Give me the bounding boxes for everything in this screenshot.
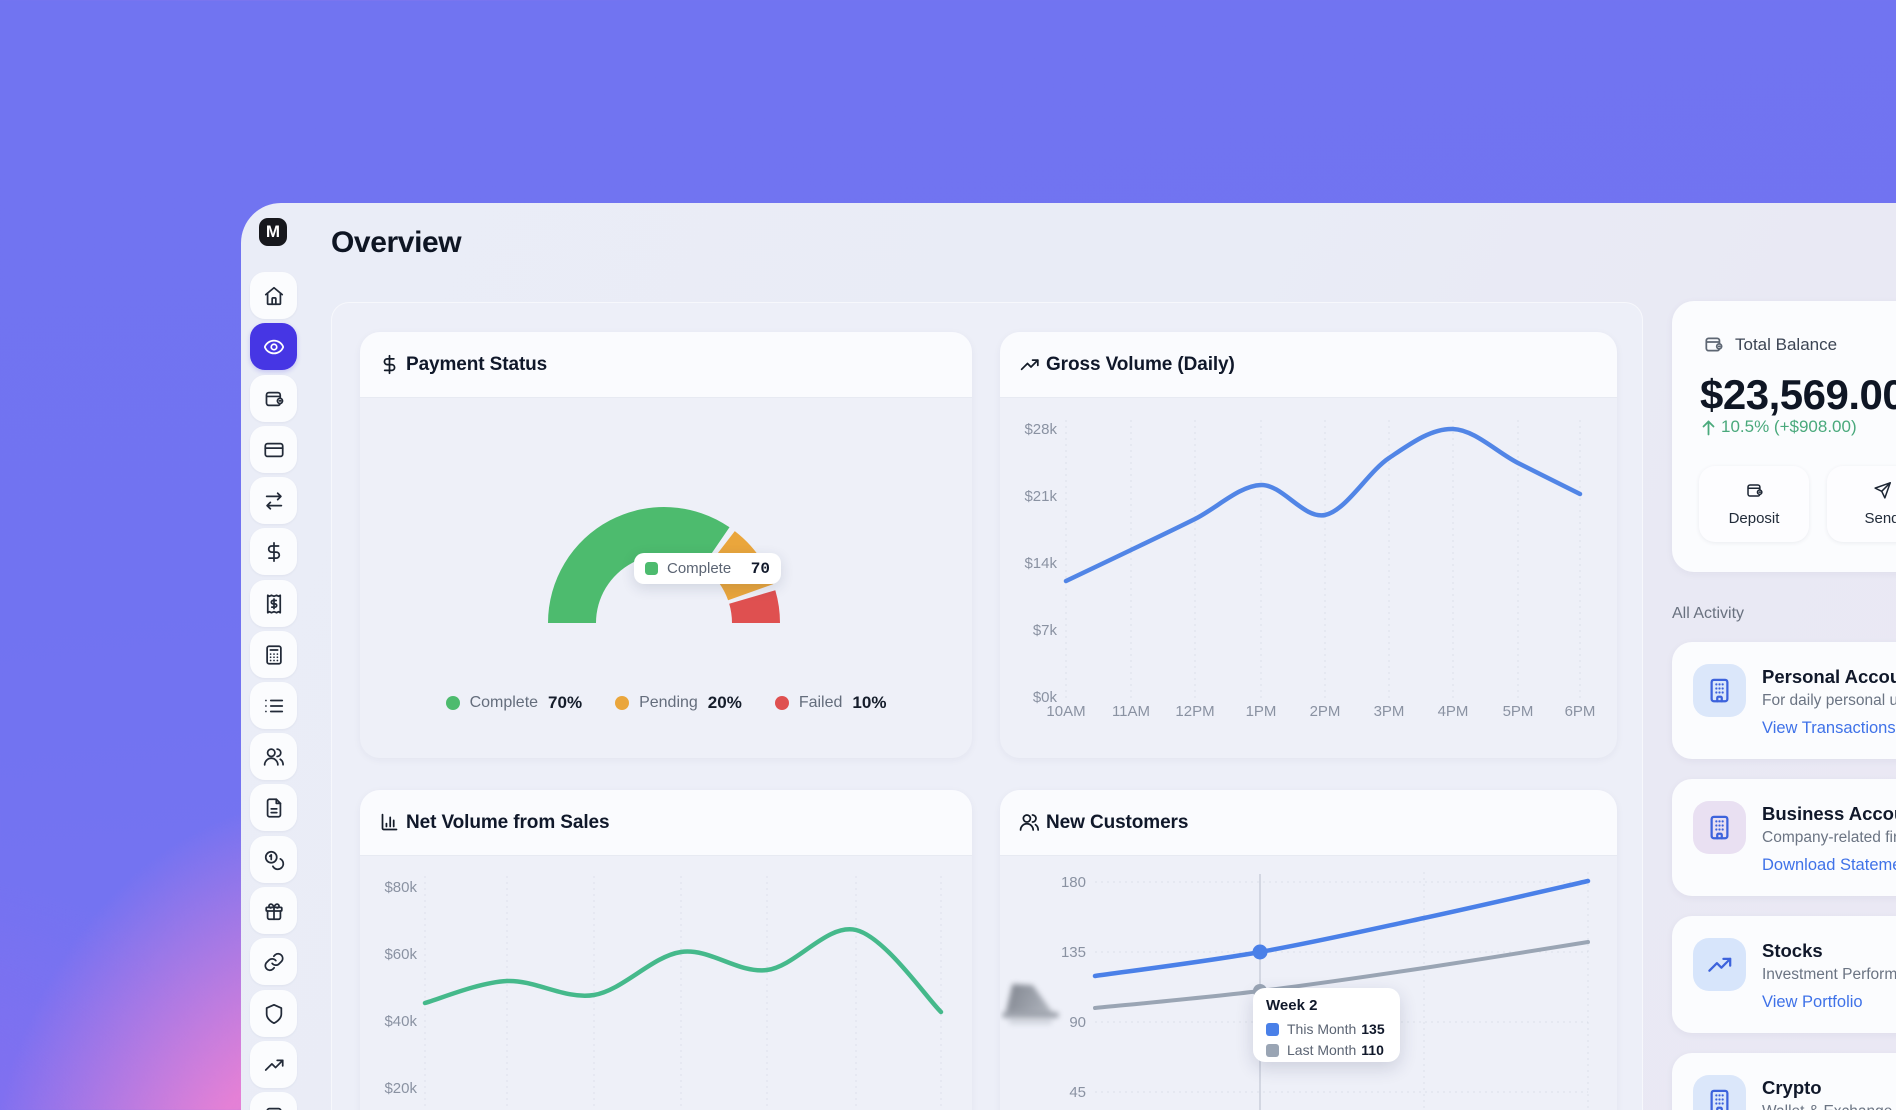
svg-text:6PM: 6PM bbox=[1565, 703, 1596, 720]
svg-text:$40k: $40k bbox=[384, 1013, 417, 1030]
svg-text:$21k: $21k bbox=[1024, 488, 1057, 505]
svg-text:1PM: 1PM bbox=[1246, 703, 1277, 720]
svg-text:45: 45 bbox=[1069, 1084, 1086, 1101]
svg-text:$20k: $20k bbox=[384, 1080, 417, 1097]
svg-text:$28k: $28k bbox=[1024, 421, 1057, 438]
svg-text:180: 180 bbox=[1061, 874, 1086, 891]
svg-text:$80k: $80k bbox=[384, 879, 417, 896]
svg-text:$7k: $7k bbox=[1033, 622, 1058, 639]
svg-text:3PM: 3PM bbox=[1374, 703, 1405, 720]
svg-text:2PM: 2PM bbox=[1310, 703, 1341, 720]
svg-text:$0k: $0k bbox=[1033, 689, 1058, 706]
svg-text:4PM: 4PM bbox=[1438, 703, 1469, 720]
svg-text:11AM: 11AM bbox=[1112, 703, 1150, 720]
svg-text:12PM: 12PM bbox=[1175, 703, 1214, 720]
svg-text:90: 90 bbox=[1069, 1014, 1086, 1031]
svg-text:$14k: $14k bbox=[1024, 555, 1057, 572]
svg-text:5PM: 5PM bbox=[1503, 703, 1534, 720]
svg-text:10AM: 10AM bbox=[1046, 703, 1085, 720]
svg-text:135: 135 bbox=[1061, 944, 1086, 961]
svg-text:$60k: $60k bbox=[384, 946, 417, 963]
